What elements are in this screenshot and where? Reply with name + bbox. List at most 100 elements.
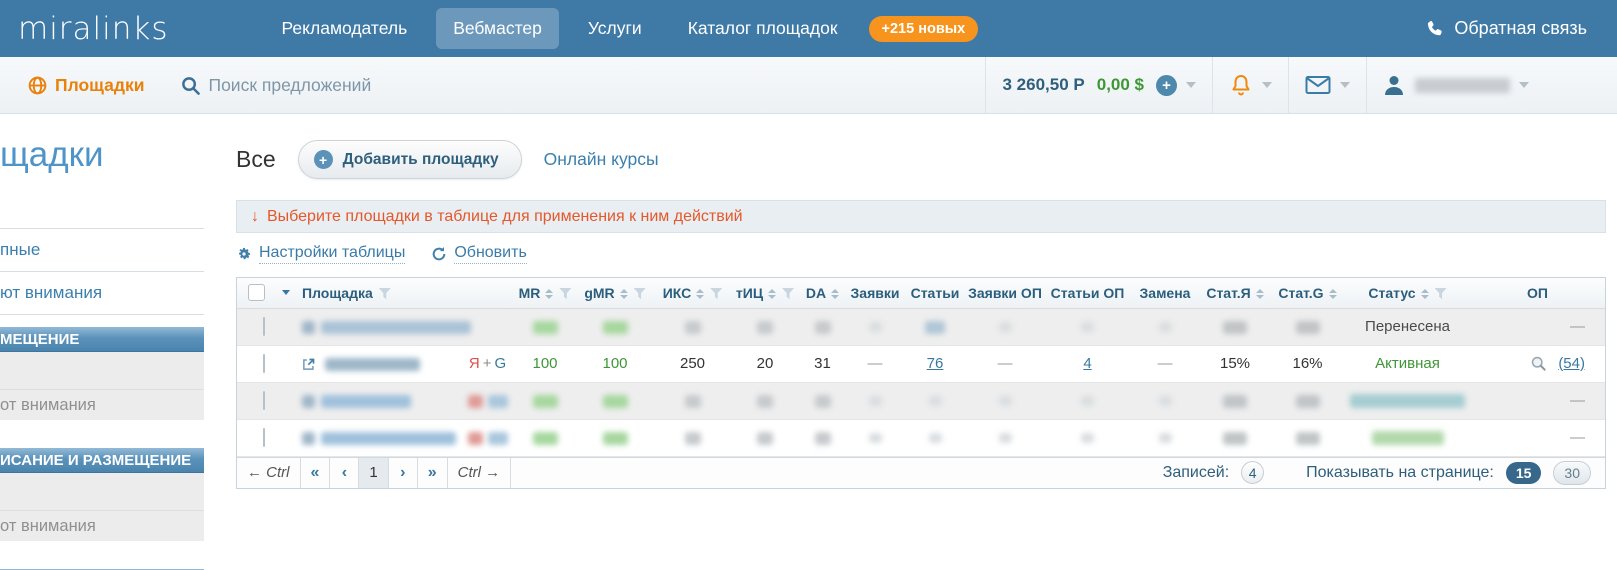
sort-icon[interactable] <box>1328 289 1337 300</box>
col-stat-g[interactable]: Стат.G <box>1270 278 1345 309</box>
mr-value: 100 <box>532 355 558 372</box>
col-mr[interactable]: MR <box>515 278 575 309</box>
select-all-checkbox[interactable] <box>248 284 265 302</box>
filter-icon[interactable] <box>633 288 646 300</box>
articles-link[interactable]: 76 <box>926 355 944 372</box>
sidebar-item[interactable] <box>0 473 204 510</box>
col-iks[interactable]: ИКС <box>655 278 730 309</box>
feedback-label: Обратная связь <box>1454 18 1587 38</box>
iks-value: 250 <box>679 355 706 372</box>
nav-advertiser[interactable]: Рекламодатель <box>281 18 408 38</box>
sidebar-link-need-attention[interactable]: ют внимания <box>0 283 103 302</box>
chevron-down-icon[interactable] <box>1186 82 1196 88</box>
per-page-label: Показывать на странице: <box>1306 463 1494 481</box>
user-menu-cell[interactable] <box>1366 57 1545 113</box>
site-name-blurred[interactable] <box>325 357 421 371</box>
bell-icon[interactable] <box>1229 73 1253 97</box>
site-name-blurred[interactable] <box>321 394 411 408</box>
table-settings-button[interactable]: Настройки таблицы <box>236 244 406 264</box>
online-courses-link[interactable]: Онлайн курсы <box>543 149 659 169</box>
toolbar: Все + Добавить площадку Онлайн курсы <box>236 140 659 179</box>
magnifier-icon[interactable] <box>1530 355 1547 372</box>
chevron-down-icon[interactable] <box>282 290 290 296</box>
divider <box>0 228 204 229</box>
col-status[interactable]: Статус <box>1345 278 1470 309</box>
site-name-blurred[interactable] <box>321 320 471 334</box>
secondary-bar: Площадки Поиск предложений 3 260,50 Р 0,… <box>0 57 1617 114</box>
chevron-down-icon[interactable] <box>1262 82 1272 88</box>
search-offers[interactable]: Поиск предложений <box>181 74 372 96</box>
sidebar-link-available[interactable]: пные <box>0 240 41 259</box>
nav-catalog[interactable]: Каталог площадок <box>687 18 838 38</box>
sort-icon[interactable] <box>831 289 840 300</box>
nav-webmaster[interactable]: Вебмастер <box>436 8 559 49</box>
row-checkbox[interactable] <box>262 354 265 373</box>
col-stati: Статьи <box>905 278 965 309</box>
filter-icon[interactable] <box>559 288 572 300</box>
divider <box>0 314 204 315</box>
notifications-cell[interactable] <box>1212 57 1288 113</box>
sort-icon[interactable] <box>545 289 554 300</box>
add-site-button[interactable]: + Добавить площадку <box>297 140 522 179</box>
records-label: Записей: <box>1162 463 1230 481</box>
pager-page-1[interactable]: 1 <box>359 457 389 488</box>
site-name-blurred[interactable] <box>321 431 456 445</box>
filter-all-label[interactable]: Все <box>236 146 276 172</box>
col-zamena: Замена <box>1130 278 1200 309</box>
refresh-button[interactable]: Обновить <box>431 244 527 264</box>
sort-icon[interactable] <box>1255 289 1264 300</box>
sidebar-item[interactable]: от внимания <box>0 510 204 541</box>
sites-table: Площадка MR gMR ИКС тИЦ DA Заявки Статьи… <box>236 277 1606 489</box>
sidebar-section-header[interactable]: МЕЩЕНИЕ <box>0 327 204 352</box>
row-checkbox[interactable] <box>262 391 265 410</box>
pager-prev[interactable]: ‹ <box>330 457 360 488</box>
chevron-down-icon[interactable] <box>1340 82 1350 88</box>
sort-icon[interactable] <box>768 289 777 300</box>
col-tic[interactable]: тИЦ <box>730 278 800 309</box>
col-stat-ya[interactable]: Стат.Я <box>1200 278 1270 309</box>
row-checkbox[interactable] <box>262 317 265 336</box>
per-page-30[interactable]: 30 <box>1553 460 1591 485</box>
down-arrow-icon: ↓ <box>251 207 259 225</box>
nav-services[interactable]: Услуги <box>587 18 642 38</box>
filter-icon[interactable] <box>1434 288 1447 300</box>
external-link-icon <box>302 394 315 408</box>
filter-icon[interactable] <box>378 288 391 300</box>
sidebar-item[interactable] <box>0 352 204 389</box>
stat-g-value: 16% <box>1292 355 1323 372</box>
add-funds-icon[interactable]: + <box>1156 74 1177 96</box>
col-site[interactable]: Площадка <box>290 278 515 309</box>
search-offers-label: Поиск предложений <box>208 74 372 95</box>
col-da[interactable]: DA <box>800 278 845 309</box>
col-op: ОП <box>1470 278 1605 309</box>
sort-icon[interactable] <box>1420 289 1429 300</box>
table-controls: Настройки таблицы Обновить <box>236 244 527 264</box>
sort-icon[interactable] <box>619 289 628 300</box>
external-link-icon[interactable] <box>302 358 315 371</box>
records-count-badge: 4 <box>1241 461 1265 484</box>
sites-tab[interactable]: Площадки <box>28 75 145 96</box>
filter-icon[interactable] <box>710 288 723 300</box>
messages-cell[interactable] <box>1288 57 1366 113</box>
pager-last[interactable]: » <box>418 457 448 488</box>
select-all-header[interactable] <box>237 278 290 309</box>
pager-first[interactable]: « <box>301 457 331 488</box>
op-count-link[interactable]: (54) <box>1558 354 1585 372</box>
row-checkbox[interactable] <box>262 428 265 447</box>
pager-next[interactable]: › <box>389 457 418 488</box>
feedback-link[interactable]: Обратная связь <box>1425 18 1587 39</box>
sidebar-item[interactable]: от внимания <box>0 389 204 420</box>
col-zayavki-op: Заявки ОП <box>965 278 1045 309</box>
chevron-down-icon[interactable] <box>1519 82 1529 88</box>
filter-icon[interactable] <box>782 288 795 300</box>
per-page-15[interactable]: 15 <box>1505 461 1542 484</box>
da-value: 31 <box>814 355 831 372</box>
balance-cell: 3 260,50 Р 0,00 $ + <box>985 57 1212 113</box>
articles-op-link[interactable]: 4 <box>1083 355 1092 372</box>
pager-ctrl-left: ← Ctrl <box>237 457 301 488</box>
sidebar-section-header[interactable]: ИСАНИЕ И РАЗМЕЩЕНИЕ <box>0 448 204 473</box>
envelope-icon[interactable] <box>1305 75 1331 95</box>
sort-icon[interactable] <box>696 289 705 300</box>
col-gmr[interactable]: gMR <box>575 278 655 309</box>
